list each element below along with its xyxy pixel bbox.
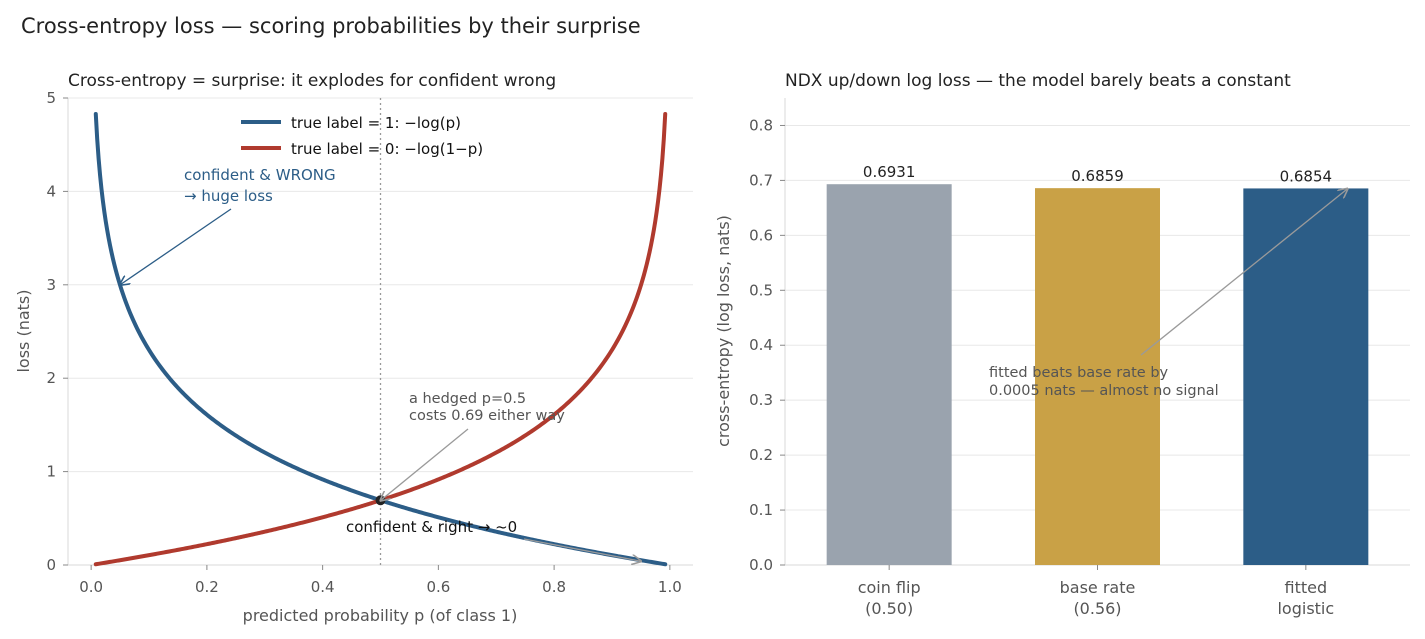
- left-y-tick-label: 3: [46, 276, 56, 294]
- right-x-tick-label: fitted: [1285, 578, 1328, 597]
- annotation-fitted-vs-base-arrow: [1140, 189, 1348, 356]
- annotation-fitted-vs-base-line-1: fitted beats base rate by: [989, 365, 1169, 381]
- annotation-fitted-vs-base-line-2: 0.0005 nats — almost no signal: [989, 383, 1219, 399]
- bar-value-label: 0.6931: [863, 163, 916, 181]
- bar: [1035, 188, 1160, 565]
- right-y-tick-label: 0.2: [749, 446, 773, 464]
- annotation-confident-wrong-line-1: confident & WRONG: [184, 166, 336, 184]
- left-x-tick-label: 0.2: [195, 578, 219, 596]
- left-x-tick-label: 0.8: [542, 578, 566, 596]
- right-x-tick-label: base rate: [1060, 578, 1136, 597]
- annotation-confident-right-arrow: [523, 538, 641, 561]
- right-x-tick-label: coin flip: [858, 578, 921, 597]
- right-x-tick-label: logistic: [1277, 599, 1334, 618]
- right-y-tick-label: 0.1: [749, 501, 773, 519]
- left-y-tick-label: 5: [46, 89, 56, 107]
- bar: [1243, 188, 1369, 566]
- left-y-tick-label: 1: [46, 463, 56, 481]
- left-chart-title: Cross-entropy = surprise: it explodes fo…: [68, 71, 556, 91]
- right-y-axis-label: cross-entropy (log loss, nats): [714, 215, 733, 447]
- left-x-tick-label: 0.4: [311, 578, 335, 596]
- right-x-tick-label: (0.56): [1073, 599, 1121, 618]
- annotation-hedged-line-1: a hedged p=0.5: [409, 391, 526, 407]
- right-y-tick-label: 0.3: [749, 391, 773, 409]
- right-chart-title: NDX up/down log loss — the model barely …: [785, 71, 1291, 91]
- left-x-axis-label: predicted probability p (of class 1): [243, 606, 518, 625]
- left-x-tick-label: 0.6: [426, 578, 450, 596]
- right-chart: NDX up/down log loss — the model barely …: [714, 71, 1410, 618]
- right-x-tick-label: (0.50): [865, 599, 913, 618]
- annotation-hedged-arrow: [381, 428, 469, 501]
- left-y-tick-label: 0: [46, 556, 56, 574]
- right-y-tick-label: 0.0: [749, 556, 773, 574]
- left-y-ticks: 0 1 2 3 4 5: [46, 89, 68, 574]
- right-bars: 0.6931 coin flip (0.50) 0.6859 base rate (0.5…: [826, 163, 1369, 618]
- left-legend: true label = 1: −log(p) true label = 0: …: [241, 114, 483, 158]
- right-y-tick-label: 0.8: [749, 116, 773, 134]
- annotation-fitted-vs-base: fitted beats base rate by 0.0005 nats — …: [989, 189, 1348, 399]
- right-y-tick-label: 0.5: [749, 281, 773, 299]
- legend-label-true-label-1: true label = 1: −log(p): [291, 114, 461, 132]
- annotation-confident-wrong: confident & WRONG → huge loss: [120, 166, 336, 285]
- left-x-ticks: 0.0 0.2 0.4 0.6 0.8 1.0: [79, 565, 682, 596]
- bar-value-label: 0.6854: [1280, 167, 1333, 185]
- left-x-tick-label: 1.0: [658, 578, 682, 596]
- right-y-tick-label: 0.7: [749, 171, 773, 189]
- left-chart: Cross-entropy = surprise: it explodes fo…: [14, 71, 693, 625]
- annotation-confident-wrong-line-2: → huge loss: [184, 187, 273, 205]
- left-x-tick-label: 0.0: [79, 578, 103, 596]
- right-y-tick-label: 0.4: [749, 336, 773, 354]
- left-y-axis-label: loss (nats): [14, 289, 33, 372]
- right-y-tick-label: 0.6: [749, 226, 773, 244]
- right-y-ticks: 0.0 0.1 0.2 0.3 0.4 0.5 0.6 0.7 0.8: [749, 116, 785, 574]
- bar: [826, 184, 952, 566]
- annotation-hedged: a hedged p=0.5 costs 0.69 either way: [381, 391, 565, 501]
- left-y-tick-label: 4: [46, 182, 56, 200]
- annotation-confident-wrong-arrow: [120, 208, 232, 285]
- annotation-hedged-line-2: costs 0.69 either way: [409, 408, 565, 424]
- legend-label-true-label-0: true label = 0: −log(1−p): [291, 140, 483, 158]
- figure-suptitle: Cross-entropy loss — scoring probabiliti…: [21, 14, 641, 38]
- annotation-confident-right-text: confident & right → ~0: [346, 518, 517, 536]
- bar-value-label: 0.6859: [1071, 167, 1124, 185]
- left-y-tick-label: 2: [46, 369, 56, 387]
- annotation-confident-right: confident & right → ~0: [346, 518, 641, 561]
